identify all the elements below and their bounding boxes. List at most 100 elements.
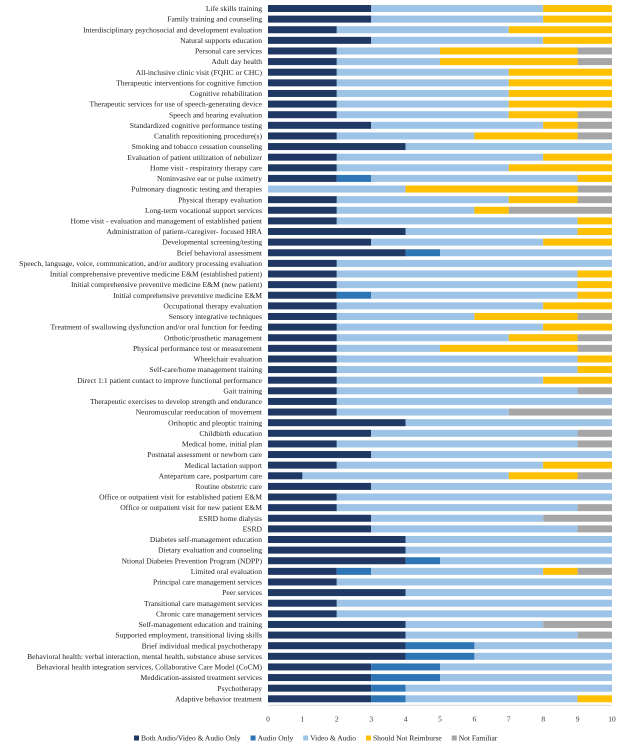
- bar-segment-both-audio-video-audio-only: [268, 514, 372, 522]
- category-label: Canalith repositioning procedure(s): [154, 132, 262, 141]
- bar-segment-not-familiar: [508, 408, 612, 416]
- bar-segment-should-not-reimburse: [543, 376, 612, 384]
- category-label: Therapeutic exercises to develop strengt…: [90, 397, 263, 406]
- category-label: Therapeutic interventions for cognitive …: [116, 78, 262, 87]
- bar-segment-not-familiar: [577, 196, 612, 204]
- bar-segment-should-not-reimburse: [543, 5, 612, 12]
- bar-segment-both-audio-video-audio-only: [268, 695, 372, 703]
- bar-segment-not-familiar: [508, 206, 612, 214]
- bar-segment-not-familiar: [577, 334, 612, 342]
- category-label: Family training and counseling: [167, 15, 262, 24]
- category-label: Brief behavioral assessment: [177, 248, 263, 257]
- bar-segment-both-audio-video-audio-only: [268, 217, 337, 225]
- bar-segment-should-not-reimburse: [508, 472, 578, 480]
- bar-segment-not-familiar: [577, 121, 612, 129]
- category-label: Initial comprehensive preventive medicin…: [50, 270, 263, 279]
- category-label: Medical lactation support: [184, 461, 262, 470]
- bar-segment-video-audio: [371, 525, 578, 533]
- bar-segment-audio-only: [405, 642, 475, 650]
- bar-segment-should-not-reimburse: [543, 238, 612, 246]
- bar-segment-both-audio-video-audio-only: [268, 376, 337, 384]
- category-label: Administration of patient-/caregiver- fo…: [107, 227, 263, 236]
- bar-segment-both-audio-video-audio-only: [268, 249, 406, 257]
- bar-segment-video-audio: [336, 132, 475, 140]
- bar-segment-both-audio-video-audio-only: [268, 281, 337, 289]
- bar-segment-not-familiar: [577, 111, 612, 119]
- bar-segment-should-not-reimburse: [508, 196, 578, 204]
- bar-segment-should-not-reimburse: [474, 132, 578, 140]
- category-label: Gait training: [223, 386, 262, 395]
- bar-segment-both-audio-video-audio-only: [268, 557, 406, 565]
- bar-segment-video-audio: [405, 536, 612, 543]
- bar-segment-video-audio: [336, 89, 509, 97]
- bar-segment-not-familiar: [577, 631, 612, 639]
- bar-segment-video-audio: [336, 355, 578, 363]
- x-tick-label: 3: [369, 714, 373, 723]
- category-label: Psychotherapy: [217, 684, 262, 693]
- x-tick-label: 7: [507, 714, 511, 723]
- category-label: Therapeutic services for use of speech-g…: [90, 100, 263, 109]
- category-label: Smoking and tobacco cessation counseling: [132, 142, 263, 151]
- bar-segment-both-audio-video-audio-only: [268, 355, 337, 363]
- category-label: Physical performance test or measurement: [133, 344, 263, 353]
- bar-segment-audio-only: [405, 557, 440, 565]
- x-tick-label: 4: [404, 714, 408, 723]
- bar-segment-should-not-reimburse: [577, 228, 612, 236]
- category-label: Transitional care management services: [144, 599, 262, 608]
- legend-swatch-not-familiar: [451, 735, 457, 741]
- bar-segment-video-audio: [405, 228, 578, 236]
- bar-segment-should-not-reimburse: [577, 695, 612, 703]
- category-label: Self-care/home management training: [149, 365, 262, 374]
- bar-segment-video-audio: [336, 312, 475, 320]
- bar-segment-both-audio-video-audio-only: [268, 238, 372, 246]
- bar-segment-video-audio: [371, 291, 578, 299]
- bar-segment-both-audio-video-audio-only: [268, 472, 303, 480]
- category-label: Treatment of swallowing dysfunction and/…: [51, 323, 263, 332]
- bar-segment-both-audio-video-audio-only: [268, 111, 337, 119]
- category-label: Cognitive rehabilitation: [190, 89, 263, 98]
- x-tick-label: 9: [576, 714, 580, 723]
- bar-segment-both-audio-video-audio-only: [268, 323, 337, 331]
- bar-segment-video-audio: [336, 344, 440, 352]
- legend-label-not-familiar: Not Familiar: [459, 734, 498, 743]
- bar-segment-video-audio: [336, 79, 509, 87]
- category-label: Supported employment, transitional livin…: [115, 631, 262, 640]
- bar-segment-video-audio: [336, 493, 612, 501]
- bar-segment-video-audio: [336, 408, 509, 416]
- bar-segment-not-familiar: [577, 525, 612, 533]
- category-label: Evaluation of patient utilization of neb…: [127, 153, 262, 162]
- category-label: Orthoptic and pleoptic training: [168, 418, 262, 427]
- bar-segment-both-audio-video-audio-only: [268, 132, 337, 140]
- category-label: Pulmonary diagnostic testing and therapi…: [131, 185, 262, 194]
- bar-segment-should-not-reimburse: [508, 334, 578, 342]
- bar-segment-not-familiar: [577, 344, 612, 352]
- category-label: Meddication-assisted treatment services: [141, 673, 263, 682]
- bar-segment-video-audio: [371, 238, 544, 246]
- category-label: Peer services: [222, 588, 262, 597]
- category-label: Limited oral evaluation: [191, 567, 262, 576]
- bar-segment-audio-only: [336, 567, 372, 575]
- bar-segment-both-audio-video-audio-only: [268, 206, 337, 214]
- bar-segment-should-not-reimburse: [440, 344, 578, 352]
- category-label: Noninvasive ear or pulse oximetry: [157, 174, 262, 183]
- bar-segment-both-audio-video-audio-only: [268, 58, 337, 66]
- bar-segment-should-not-reimburse: [508, 111, 578, 119]
- bar-segment-both-audio-video-audio-only: [268, 663, 372, 671]
- bar-segment-both-audio-video-audio-only: [268, 153, 337, 161]
- bar-segment-video-audio: [440, 674, 612, 682]
- category-label: Natural supports education: [180, 36, 262, 45]
- bar-segment-both-audio-video-audio-only: [268, 89, 337, 97]
- x-tick-label: 1: [301, 714, 305, 723]
- bar-segment-both-audio-video-audio-only: [268, 642, 406, 650]
- bar-segment-video-audio: [371, 567, 544, 575]
- bar-segment-both-audio-video-audio-only: [268, 302, 337, 310]
- legend-swatch-video-audio: [303, 735, 309, 741]
- bar-segment-audio-only: [405, 249, 440, 257]
- category-label: Wheelchair evaluation: [193, 355, 262, 364]
- bar-segment-both-audio-video-audio-only: [268, 419, 406, 427]
- bar-segment-video-audio: [405, 695, 578, 703]
- bar-segment-video-audio: [336, 461, 544, 469]
- bar-segment-both-audio-video-audio-only: [268, 408, 337, 416]
- bar-segment-should-not-reimburse: [508, 79, 612, 87]
- bar-segment-video-audio: [336, 217, 578, 225]
